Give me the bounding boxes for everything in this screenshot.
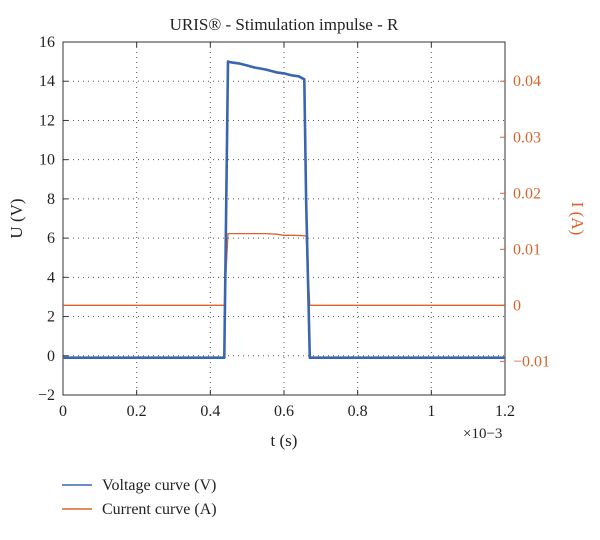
legend-current-label: Current curve (A) <box>102 501 217 518</box>
ticks: 0 0.2 0.4 0.6 0.8 1 1.2−20246810121416−0.0100.… <box>38 34 550 420</box>
series-layer <box>63 60 505 360</box>
chart-title: URIS® - Stimulation impulse - R <box>170 15 399 34</box>
y2-tick-label: 0 <box>513 297 521 314</box>
y2-axis-label: I (A) <box>568 202 587 236</box>
x-axis-multiplier: ×10−3 <box>463 426 502 442</box>
y-tick-label: −2 <box>38 387 55 404</box>
y-tick-label: 4 <box>47 269 55 286</box>
y-tick-label: 0 <box>47 348 55 365</box>
x-tick-label: 0.2 <box>127 403 147 420</box>
current-curve-line <box>63 232 505 306</box>
x-tick-label: 1 <box>427 403 435 420</box>
y-axis-label: U (V) <box>7 198 26 238</box>
y-tick-label: 14 <box>39 73 55 90</box>
x-tick-label: 1.2 <box>495 403 515 420</box>
y2-tick-label: 0.02 <box>513 185 541 202</box>
x-tick-label: 0.4 <box>200 403 220 420</box>
x-axis-label: t (s) <box>271 431 298 450</box>
y2-tick-label: −0.01 <box>513 353 550 370</box>
x-tick-label: 0.8 <box>348 403 368 420</box>
voltage-curve-line <box>63 60 505 360</box>
y-tick-label: 16 <box>39 34 55 51</box>
y2-tick-label: 0.03 <box>513 129 541 146</box>
legend: Voltage curve (V) Current curve (A) <box>62 477 217 518</box>
legend-voltage-label: Voltage curve (V) <box>102 477 216 494</box>
y-tick-label: 6 <box>47 230 55 247</box>
y2-tick-label: 0.01 <box>513 241 541 258</box>
y-tick-label: 8 <box>47 191 55 208</box>
x-tick-label: 0.6 <box>274 403 294 420</box>
y2-tick-label: 0.04 <box>513 73 541 90</box>
grid <box>63 42 505 395</box>
x-tick-label: 0 <box>59 403 67 420</box>
y-tick-label: 10 <box>39 152 55 169</box>
y-tick-label: 12 <box>39 112 55 129</box>
y-tick-label: 2 <box>47 309 55 326</box>
